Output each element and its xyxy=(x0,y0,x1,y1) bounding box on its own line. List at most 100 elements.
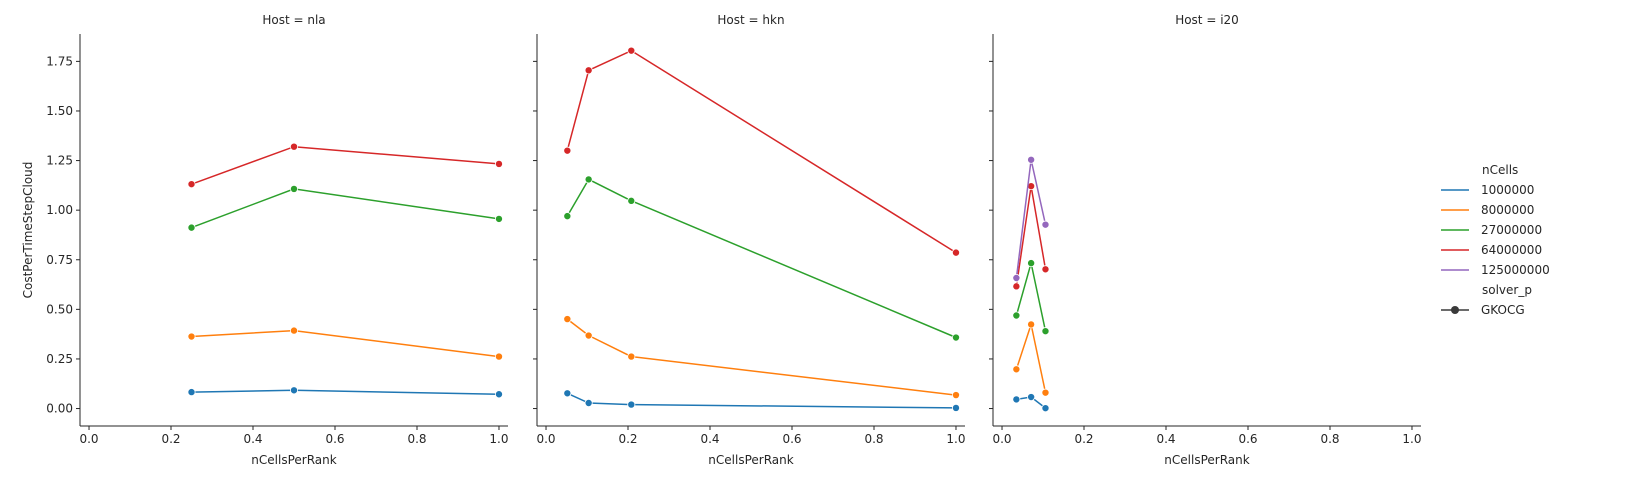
data-point xyxy=(951,391,960,400)
data-point xyxy=(494,390,503,399)
data-point xyxy=(584,398,593,407)
y-tick-label: 0.75 xyxy=(46,253,73,267)
series-line xyxy=(566,392,957,409)
data-point xyxy=(627,400,636,409)
series-line xyxy=(1015,321,1047,393)
y-tick-label: 1.50 xyxy=(46,104,73,118)
data-point xyxy=(563,389,572,398)
x-axis-label: nCellsPerRank xyxy=(251,453,336,467)
series-27000000 xyxy=(563,175,960,342)
x-tick-label: 0.6 xyxy=(782,432,801,446)
legend-entry: 1000000 xyxy=(1441,183,1534,197)
data-point xyxy=(951,248,960,257)
series-1000000 xyxy=(1012,393,1050,413)
y-tick-label: 0.50 xyxy=(46,302,73,316)
series-line xyxy=(191,145,500,185)
facet-title: Host = hkn xyxy=(717,13,784,27)
series-line xyxy=(191,329,500,358)
data-point xyxy=(627,46,636,55)
data-point xyxy=(289,142,298,151)
series-64000000 xyxy=(563,46,960,257)
x-tick-label: 1.0 xyxy=(1402,432,1421,446)
data-point xyxy=(584,331,593,340)
data-point xyxy=(1012,395,1021,404)
legend-marker xyxy=(1451,306,1459,314)
data-point xyxy=(1012,282,1021,291)
data-point xyxy=(627,352,636,361)
data-point xyxy=(1041,388,1050,397)
legend-entry: 125000000 xyxy=(1441,263,1550,277)
data-point xyxy=(1027,393,1036,402)
series-line xyxy=(1015,186,1047,287)
series-line xyxy=(566,49,957,254)
x-tick-label: 0.6 xyxy=(1238,432,1257,446)
data-point xyxy=(187,332,196,341)
series-8000000 xyxy=(563,315,960,400)
facet-panel-i20: Host = i20 0.0 0.2 0.4 0.6 0.8 1.0 nCellsPerRan… xyxy=(989,13,1422,467)
data-point xyxy=(563,212,572,221)
series-line xyxy=(191,389,500,396)
data-point xyxy=(1027,259,1036,268)
x-axis-label: nCellsPerRank xyxy=(1164,453,1249,467)
data-point xyxy=(951,403,960,412)
y-tick-label: 0.00 xyxy=(46,402,73,416)
x-tick-label: 0.0 xyxy=(992,432,1011,446)
data-point xyxy=(584,175,593,184)
series-line xyxy=(566,318,957,396)
x-tick-label: 0.6 xyxy=(325,432,344,446)
data-point xyxy=(1012,365,1021,374)
data-point xyxy=(1027,320,1036,329)
x-tick-label: 0.8 xyxy=(1320,432,1339,446)
y-axis-label: CostPerTimeStepCloud xyxy=(21,162,35,299)
data-point xyxy=(1041,327,1050,336)
legend-label: 125000000 xyxy=(1481,263,1550,277)
series-64000000 xyxy=(187,142,503,189)
facet-panel-nla: Host = nla 0.0 0.2 0.4 0.6 0.8 1.0 0.00 0.25 0.50… xyxy=(21,13,509,467)
x-tick-label: 0.0 xyxy=(536,432,555,446)
x-tick-label: 0.8 xyxy=(864,432,883,446)
y-tick-label: 1.25 xyxy=(46,154,73,168)
legend-label: 64000000 xyxy=(1481,243,1542,257)
x-tick-label: 0.4 xyxy=(700,432,719,446)
legend-entry: GKOCG xyxy=(1441,303,1525,317)
data-point xyxy=(187,180,196,189)
series-8000000 xyxy=(187,326,503,361)
series-1000000 xyxy=(187,386,503,399)
x-tick-label: 0.8 xyxy=(407,432,426,446)
y-tick-label: 0.25 xyxy=(46,352,73,366)
data-point xyxy=(563,146,572,155)
series-1000000 xyxy=(563,389,960,412)
data-point xyxy=(289,184,298,193)
x-tick-label: 0.2 xyxy=(618,432,637,446)
data-point xyxy=(1012,311,1021,320)
data-point xyxy=(494,352,503,361)
chart-legend: nCells 1000000 8000000 27000000 64000000 1250… xyxy=(1441,163,1550,317)
x-tick-label: 0.2 xyxy=(161,432,180,446)
data-point xyxy=(187,388,196,397)
data-point xyxy=(1041,404,1050,413)
facet-title: Host = nla xyxy=(262,13,325,27)
data-point xyxy=(563,315,572,324)
data-point xyxy=(584,66,593,75)
facet-title: Host = i20 xyxy=(1175,13,1239,27)
legend-entry: 27000000 xyxy=(1441,223,1542,237)
y-tick-label: 1.00 xyxy=(46,203,73,217)
x-tick-label: 0.4 xyxy=(243,432,262,446)
data-point xyxy=(627,196,636,205)
x-tick-label: 1.0 xyxy=(946,432,965,446)
legend-label: 27000000 xyxy=(1481,223,1542,237)
data-point xyxy=(951,333,960,342)
series-125000000 xyxy=(1012,155,1050,283)
legend-label: 8000000 xyxy=(1481,203,1534,217)
y-tick-label: 1.75 xyxy=(46,54,73,68)
data-point xyxy=(187,223,196,232)
series-64000000 xyxy=(1012,182,1050,291)
legend-entry: 64000000 xyxy=(1441,243,1542,257)
x-tick-label: 0.2 xyxy=(1074,432,1093,446)
facet-panel-hkn: Host = hkn 0.0 0.2 0.4 0.6 0.8 1.0 nCellsPerRan… xyxy=(533,13,966,467)
data-point xyxy=(1041,220,1050,229)
series-line xyxy=(566,178,957,339)
series-27000000 xyxy=(1012,259,1050,336)
data-point xyxy=(289,326,298,335)
